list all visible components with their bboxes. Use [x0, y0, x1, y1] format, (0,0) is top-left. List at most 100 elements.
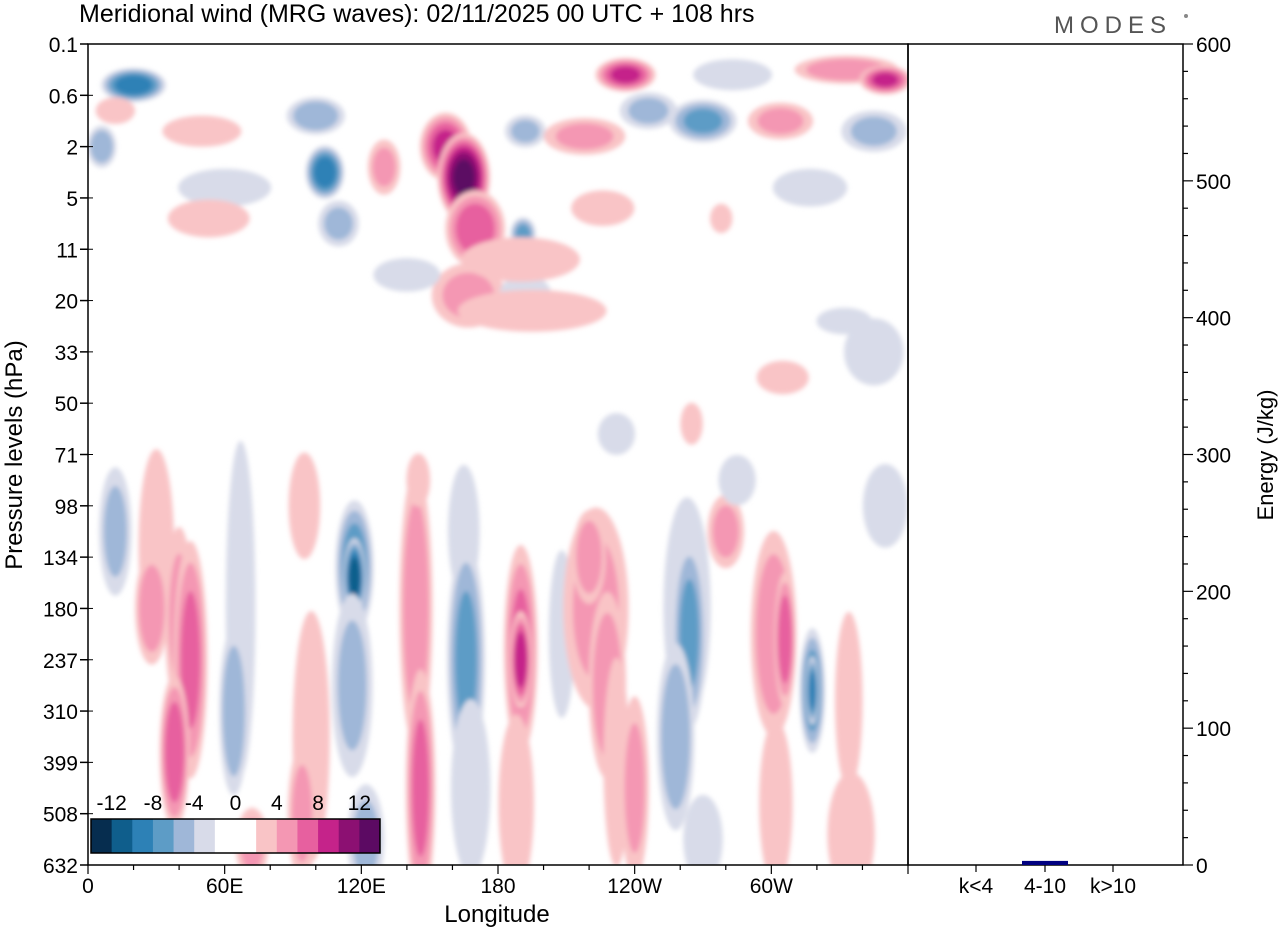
colorbar-label: 8: [312, 792, 324, 815]
contour-level: [457, 289, 607, 332]
contour-level: [450, 699, 491, 865]
contour-blob: [572, 510, 606, 604]
contour-blob: [841, 110, 907, 152]
y-tick-label: 11: [56, 239, 78, 262]
contour-blob: [288, 452, 321, 560]
contour-level: [453, 159, 475, 196]
contour-blob: [844, 318, 904, 386]
contour-level: [293, 101, 339, 131]
energy-tick-label: 100: [1196, 718, 1231, 741]
contour-level: [167, 199, 250, 238]
colorbar-swatch: [194, 819, 216, 853]
contour-blob: [101, 68, 166, 103]
contour-level: [772, 168, 848, 207]
contour-blob: [834, 611, 863, 790]
contour-blob: [669, 99, 737, 143]
contour-blob: [178, 168, 272, 207]
y-tick-label: 134: [43, 547, 78, 570]
contour-blob: [162, 115, 242, 147]
energy-tick-label: 500: [1196, 171, 1231, 194]
contour-level: [178, 168, 272, 207]
contour-level: [712, 505, 739, 558]
contour-blob: [461, 237, 580, 282]
x-tick-label: 0: [82, 875, 94, 898]
contour-level: [693, 59, 773, 91]
energy-plot-frame: [907, 43, 1184, 866]
contour-level: [680, 402, 703, 445]
colorbar-swatch: [276, 819, 298, 853]
colorbar-swatch: [256, 819, 278, 853]
contour-blob: [509, 611, 532, 709]
contour-level: [778, 595, 792, 684]
contour-blob: [305, 145, 345, 200]
contour-level: [555, 123, 614, 150]
contour-blob: [683, 794, 723, 865]
contour-level: [683, 794, 723, 865]
x-tick-label: 120E: [337, 875, 386, 898]
contour-blob: [406, 453, 431, 507]
contour-level: [510, 119, 540, 143]
y-tick-label: 20: [55, 291, 78, 314]
contour-blob: [827, 772, 875, 865]
contour-blob: [656, 643, 695, 831]
contour-blob: [159, 675, 190, 829]
contour-blob: [756, 360, 809, 395]
y-axis-label: Pressure levels (hPa): [1, 340, 28, 569]
contour-blob: [504, 115, 546, 148]
brand-logo: MODES: [1054, 12, 1172, 39]
contour-level: [222, 645, 246, 777]
contour-blob: [99, 467, 132, 596]
contour-level: [372, 147, 396, 187]
pressure-axis: 0.1 0.6 2 5 11 20 33 50 71 98 134 180 237 310 399 508 63…: [43, 34, 93, 878]
contour-blob: [680, 402, 703, 445]
contour-level: [661, 664, 691, 810]
energy-category-label: 4-10: [1024, 875, 1066, 898]
colorbar-label: 0: [230, 792, 242, 815]
contour-level: [628, 97, 669, 124]
contour-level: [455, 203, 495, 254]
contour-level: [757, 107, 804, 134]
y-tick-label: 71: [55, 445, 78, 468]
contour-level: [710, 203, 733, 234]
contour-level: [808, 670, 817, 711]
contour-blob: [619, 92, 677, 130]
energy-axis-label: Energy (J/kg): [1253, 390, 1278, 521]
chart-title: Meridional wind (MRG waves): 02/11/2025 …: [79, 0, 755, 28]
contour-level: [597, 413, 636, 455]
colorbar-frame: [90, 818, 381, 854]
energy-category-label: k<4: [959, 875, 994, 898]
y-tick-label: 2: [66, 137, 78, 160]
contour-level: [412, 719, 430, 857]
contour-blob: [597, 413, 636, 455]
contour-level: [576, 520, 602, 594]
longitude-axis: 0 60E 120E 180 120W 60W: [82, 865, 909, 898]
colorbar-label: 12: [348, 792, 371, 815]
contour-blob: [710, 203, 733, 234]
energy-tick-label: 400: [1196, 308, 1231, 331]
contour-field: [88, 55, 908, 865]
contour-blob: [135, 552, 169, 665]
y-tick-label: 508: [43, 804, 78, 827]
contour-level: [162, 115, 242, 147]
contour-level: [337, 620, 367, 751]
y-tick-label: 0.6: [49, 85, 78, 108]
contour-level: [624, 723, 645, 853]
colorbar-swatch: [235, 819, 257, 853]
contour-blob: [862, 463, 908, 548]
x-tick-label: 60W: [750, 875, 793, 898]
y-tick-label: 399: [43, 752, 78, 775]
colorbar-label: 4: [271, 792, 283, 815]
contour-blob: [405, 669, 436, 865]
contour-blob: [367, 139, 401, 195]
energy-tick-label: 200: [1196, 581, 1231, 604]
contour-level: [872, 72, 899, 88]
contour-level: [461, 237, 580, 282]
colorbar-swatch: [214, 819, 236, 853]
y-tick-label: 50: [55, 393, 78, 416]
contour-blob: [457, 289, 607, 332]
contour-level: [610, 66, 641, 84]
colorbar-swatch: [91, 819, 113, 853]
contour-level: [759, 719, 793, 865]
contour-blob: [95, 97, 136, 125]
colorbar-label: -8: [144, 792, 163, 815]
